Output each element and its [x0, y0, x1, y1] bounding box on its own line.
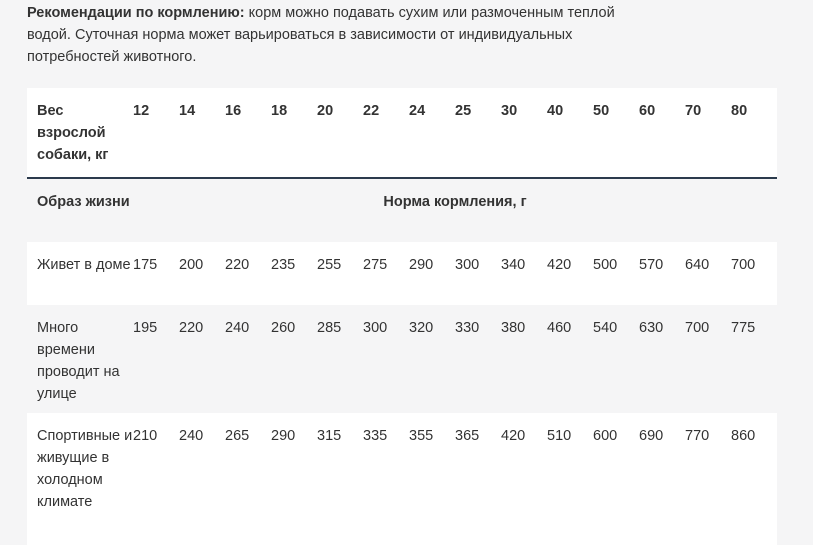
- amount-cell: 340: [501, 257, 526, 273]
- header-row: Вес взрослой собаки, кг 12 14 16 18 20 22 24 25 3…: [27, 88, 777, 178]
- data-row: Много времени проводит на улице 195 220 240…: [27, 305, 777, 413]
- amount-cell: 335: [363, 428, 388, 444]
- weight-cell: 40: [547, 103, 564, 119]
- amount-cell: 570: [639, 257, 664, 273]
- amount-cell: 700: [731, 257, 756, 273]
- amount-cell: 240: [225, 320, 250, 336]
- amount-cell: 275: [363, 257, 388, 273]
- amount-cell: 540: [593, 320, 618, 336]
- weight-cell: 60: [639, 103, 656, 119]
- subheader-title: Норма кормления, г: [383, 194, 527, 210]
- amount-cell: 210: [133, 428, 158, 444]
- amount-cell: 300: [363, 320, 388, 336]
- amount-cell: 255: [317, 257, 342, 273]
- amount-cell: 175: [133, 257, 158, 273]
- amount-cell: 240: [179, 428, 204, 444]
- amount-cell: 420: [501, 428, 526, 444]
- amount-cell: 860: [731, 428, 756, 444]
- feeding-table: Вес взрослой собаки, кг 12 14 16 18 20 22 24 25 3…: [27, 88, 777, 545]
- weight-cell: 22: [363, 103, 380, 119]
- amount-cell: 220: [179, 320, 204, 336]
- amount-cell: 300: [455, 257, 480, 273]
- amount-cell: 365: [455, 428, 480, 444]
- weight-cell: 50: [593, 103, 610, 119]
- amount-cell: 500: [593, 257, 618, 273]
- amount-cell: 690: [639, 428, 664, 444]
- header-label: Вес взрослой собаки, кг: [37, 103, 109, 163]
- intro-title: Рекомендации по кормлению:: [27, 5, 245, 21]
- weight-cell: 20: [317, 103, 334, 119]
- amount-cell: 220: [225, 257, 250, 273]
- weight-cell: 18: [271, 103, 288, 119]
- amount-cell: 460: [547, 320, 572, 336]
- amount-cell: 355: [409, 428, 434, 444]
- data-row: Живет в доме 175 200 220 235 255 275 290 300 340 4…: [27, 242, 777, 305]
- amount-cell: 285: [317, 320, 342, 336]
- weight-cell: 70: [685, 103, 702, 119]
- weight-cell: 14: [179, 103, 196, 119]
- amount-cell: 510: [547, 428, 572, 444]
- subheader-label: Образ жизни: [37, 194, 130, 210]
- amount-cell: 700: [685, 320, 710, 336]
- weight-cell: 12: [133, 103, 150, 119]
- page: Рекомендации по кормлению: корм можно по…: [27, 2, 777, 510]
- row-label: Живет в доме: [37, 257, 131, 273]
- amount-cell: 235: [271, 257, 296, 273]
- amount-cell: 420: [547, 257, 572, 273]
- amount-cell: 290: [409, 257, 434, 273]
- amount-cell: 290: [271, 428, 296, 444]
- amount-cell: 320: [409, 320, 434, 336]
- weight-cell: 30: [501, 103, 518, 119]
- amount-cell: 380: [501, 320, 526, 336]
- row-label: Спортивные и живущие в холодном климате: [37, 428, 133, 510]
- weight-cell: 80: [731, 103, 748, 119]
- amount-cell: 770: [685, 428, 710, 444]
- weight-cell: 16: [225, 103, 242, 119]
- subheader-row: Образ жизни Норма кормления, г: [27, 178, 777, 242]
- amount-cell: 260: [271, 320, 296, 336]
- intro-text: корм можно подавать сухим или размоченны…: [27, 5, 615, 65]
- weight-cell: 25: [455, 103, 472, 119]
- amount-cell: 630: [639, 320, 664, 336]
- amount-cell: 315: [317, 428, 342, 444]
- amount-cell: 265: [225, 428, 250, 444]
- amount-cell: 200: [179, 257, 204, 273]
- amount-cell: 775: [731, 320, 756, 336]
- data-row: Спортивные и живущие в холодном климате 2…: [27, 413, 777, 545]
- row-label: Много времени проводит на улице: [37, 320, 120, 402]
- amount-cell: 330: [455, 320, 480, 336]
- weight-cell: 24: [409, 103, 426, 119]
- intro: Рекомендации по кормлению: корм можно по…: [27, 2, 647, 68]
- amount-cell: 600: [593, 428, 618, 444]
- amount-cell: 195: [133, 320, 158, 336]
- amount-cell: 640: [685, 257, 710, 273]
